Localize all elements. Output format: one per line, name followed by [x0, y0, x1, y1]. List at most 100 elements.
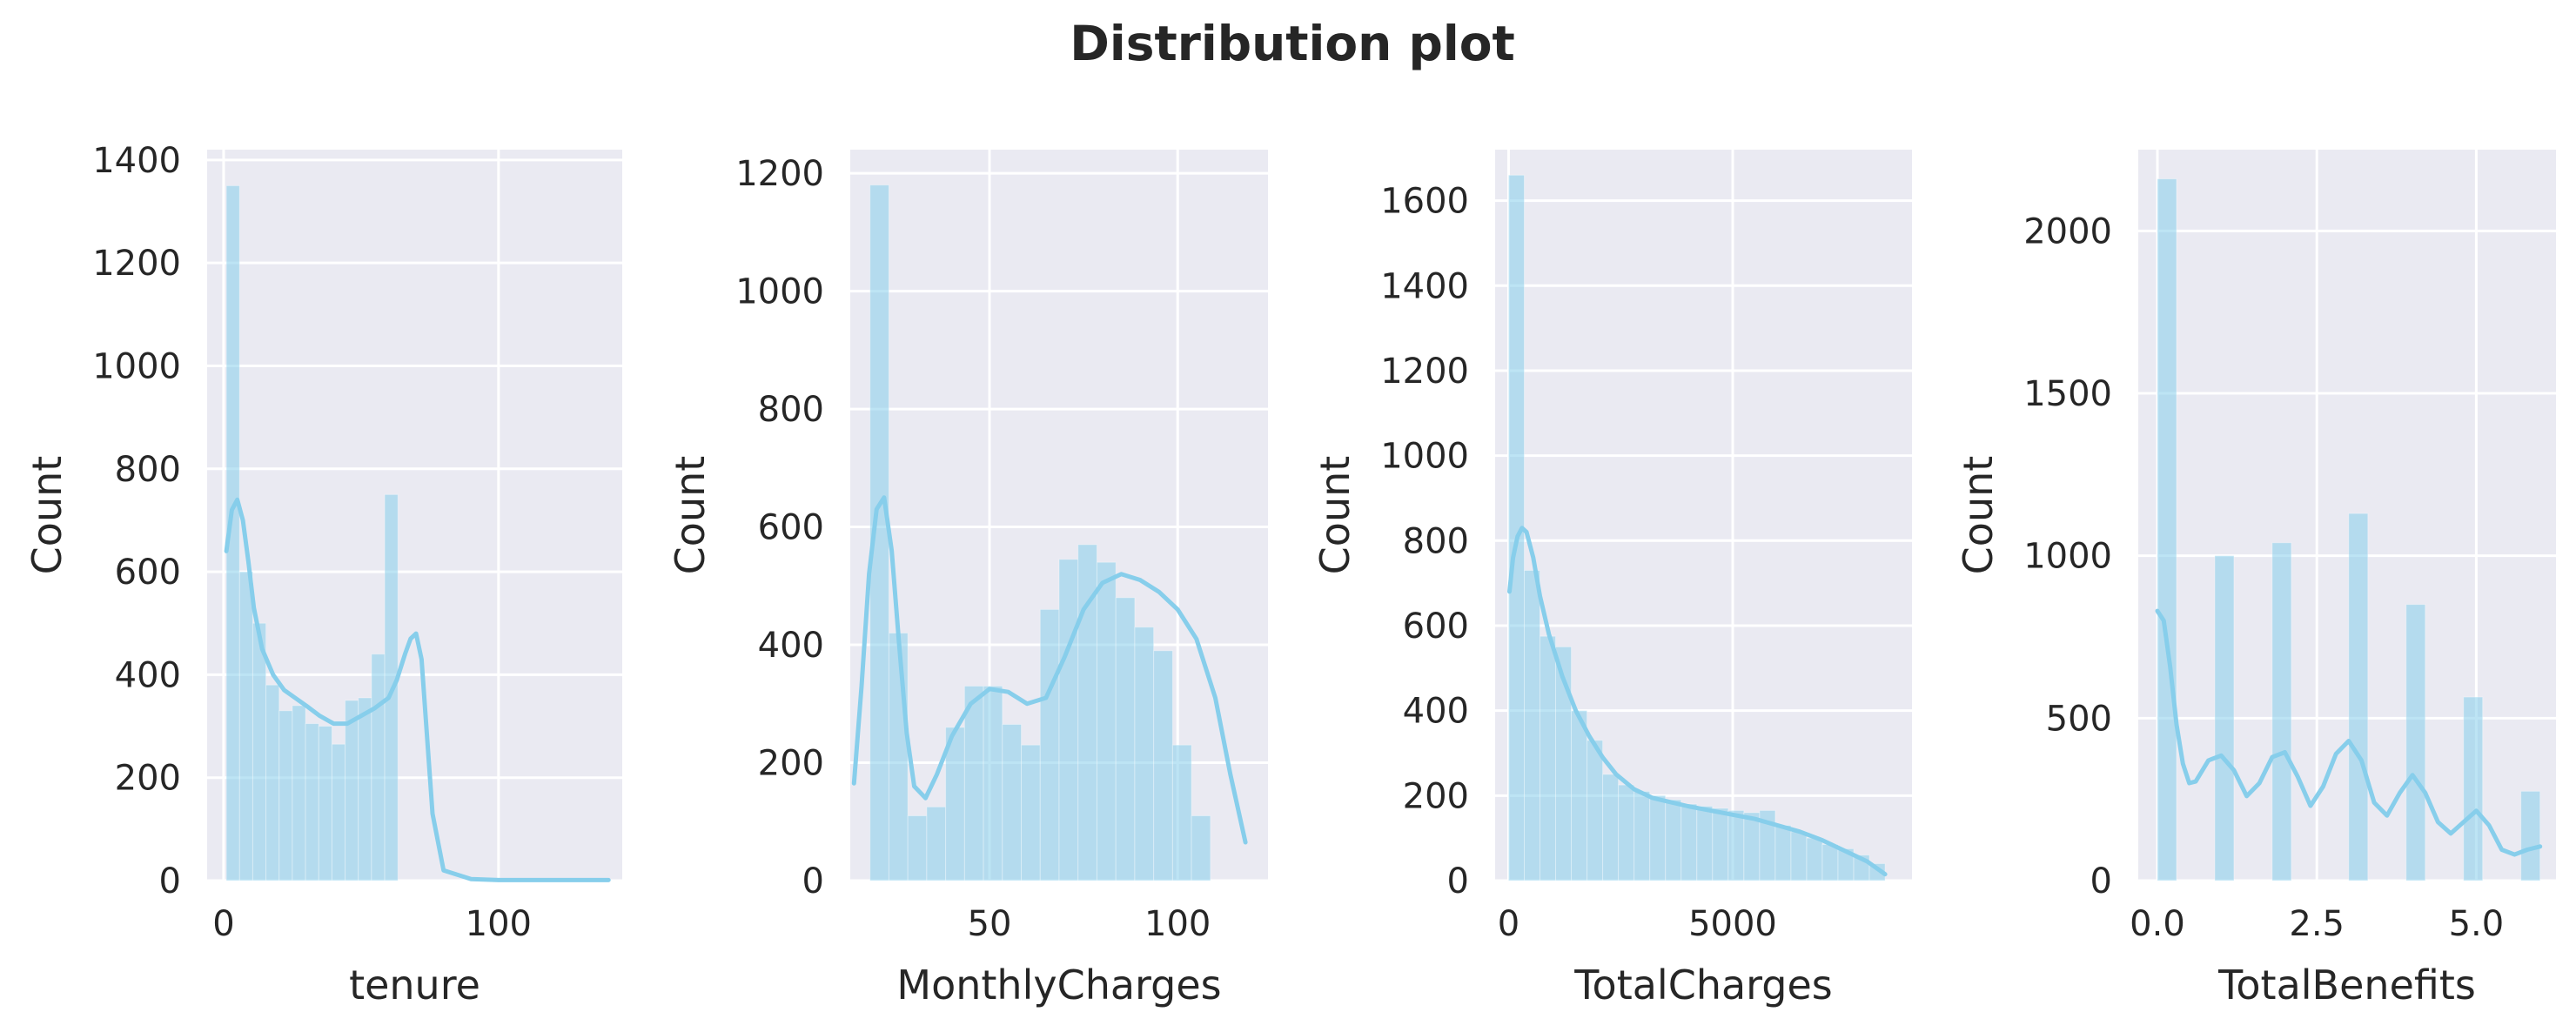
x-tick-label: 0	[212, 904, 234, 944]
y-tick-label: 0	[802, 861, 824, 901]
histogram-bar	[1002, 723, 1023, 881]
histogram-bar	[1665, 799, 1682, 881]
y-tick-label: 1000	[735, 272, 824, 312]
histogram-bar	[888, 632, 909, 881]
x-tick-label: 2.5	[2289, 904, 2345, 944]
y-tick-label: 1400	[1380, 266, 1469, 306]
y-tick-label: 0	[159, 861, 181, 901]
histogram-bar	[1602, 774, 1620, 881]
histogram-bar	[1680, 803, 1698, 881]
x-tick-label: 0.0	[2130, 904, 2185, 944]
histogram-bar	[1134, 627, 1155, 881]
histogram-bar	[305, 723, 319, 881]
x-tick-label: 5.0	[2449, 904, 2505, 944]
histogram-bar	[331, 743, 346, 881]
y-tick-label: 1400	[92, 141, 181, 181]
histogram-bar	[963, 685, 984, 881]
y-tick-label: 1200	[92, 244, 181, 284]
histogram-bar	[1727, 809, 1745, 881]
histogram-bar	[1115, 597, 1136, 881]
histogram-bar	[1790, 831, 1808, 881]
x-axis-label: TotalCharges	[1573, 962, 1832, 1009]
histogram-bar	[2348, 513, 2369, 881]
histogram-bar	[1021, 744, 1041, 881]
histogram-bar	[2405, 604, 2426, 881]
histogram-bar	[238, 571, 253, 881]
x-axis-label: tenure	[349, 962, 480, 1009]
histogram-bar	[225, 184, 240, 881]
y-tick-label: 2000	[2023, 211, 2112, 251]
histogram-bar	[2463, 696, 2484, 881]
histogram-bar	[1039, 608, 1060, 881]
histogram-bar	[265, 684, 280, 881]
x-tick-label: 5000	[1688, 904, 1777, 944]
histogram-bar	[1587, 740, 1604, 881]
histogram-bar	[1171, 744, 1192, 881]
x-axis-label: TotalBenefits	[2217, 962, 2476, 1009]
histogram-bar	[1153, 650, 1173, 881]
histogram-bar	[1618, 784, 1635, 881]
histogram-bar	[1540, 635, 1557, 881]
y-tick-label: 400	[758, 626, 824, 666]
x-axis-label: MonthlyCharges	[896, 962, 1221, 1009]
histogram-bar	[1821, 843, 1839, 881]
histogram-bar	[252, 622, 267, 881]
histogram-bar	[1058, 559, 1079, 881]
histogram-bar	[371, 653, 386, 881]
x-tick-label: 50	[968, 904, 1012, 944]
y-tick-label: 400	[1403, 692, 1469, 732]
x-tick-label: 0	[1498, 904, 1519, 944]
y-axis-label: Count	[1311, 456, 1358, 575]
histogram-bar	[1712, 808, 1729, 881]
subplot-monthlycharges: 0 200 400 600 800 1000 1200 50 100 MonthlyCharges…	[667, 150, 1268, 1009]
y-axis-label: Count	[1955, 456, 2002, 575]
histogram-bar	[2271, 542, 2292, 881]
figure-title: Distribution plot	[1070, 16, 1515, 71]
y-tick-label: 0	[2090, 861, 2112, 901]
histogram-bar	[1806, 837, 1823, 881]
y-tick-label: 200	[1403, 776, 1469, 816]
x-tick-label: 100	[466, 904, 532, 944]
y-tick-label: 200	[758, 744, 824, 784]
histogram-bar	[983, 685, 1003, 881]
y-tick-label: 1000	[92, 346, 181, 386]
histogram-bar	[2520, 790, 2541, 881]
y-tick-label: 600	[1403, 606, 1469, 647]
y-tick-label: 0	[1447, 861, 1469, 901]
histogram-bar	[318, 726, 332, 881]
kde-curve	[2155, 608, 2543, 857]
y-tick-label: 1000	[1380, 437, 1469, 477]
kde-curve	[1507, 526, 1888, 877]
subplot-totalbenefits: 0 500 1000 1500 2000 0.0 2.5 5.0 TotalBenefits Co…	[1955, 150, 2556, 1009]
histogram-bar	[1743, 812, 1761, 881]
histogram-bar	[1774, 825, 1792, 881]
y-tick-label: 1200	[1380, 352, 1469, 392]
y-tick-label: 200	[115, 759, 181, 799]
histogram-bar	[1696, 806, 1714, 881]
y-tick-label: 1200	[735, 154, 824, 194]
histogram-bar	[278, 710, 293, 881]
y-tick-label: 500	[2046, 699, 2112, 739]
y-tick-label: 1000	[2023, 537, 2112, 577]
histogram-bar	[1633, 790, 1651, 881]
histogram-bar	[926, 806, 947, 881]
histogram-bar	[292, 705, 306, 881]
histogram-bar	[345, 700, 359, 881]
histogram-bar	[1649, 794, 1667, 881]
subplot-totalcharges: 0 200 400 600 800 1000 1200 1400 1600 0 5000 TotalC…	[1311, 150, 1912, 1009]
x-tick-label: 100	[1144, 904, 1211, 944]
y-axis-label: Count	[667, 456, 714, 575]
kde-curve	[224, 497, 611, 882]
y-tick-label: 800	[1403, 521, 1469, 561]
y-axis-label: Count	[23, 456, 70, 575]
histogram-bar	[907, 814, 928, 881]
kde-curve	[851, 495, 1248, 845]
histogram-bar	[358, 697, 372, 881]
histogram-bar	[1191, 814, 1211, 881]
subplot-tenure: 0 200 400 600 800 1000 1200 1400 0 100 tenure Count	[23, 141, 622, 1009]
y-tick-label: 800	[758, 390, 824, 430]
y-tick-label: 800	[115, 450, 181, 490]
y-tick-label: 1600	[1380, 182, 1469, 222]
histogram-bar	[1571, 710, 1588, 881]
